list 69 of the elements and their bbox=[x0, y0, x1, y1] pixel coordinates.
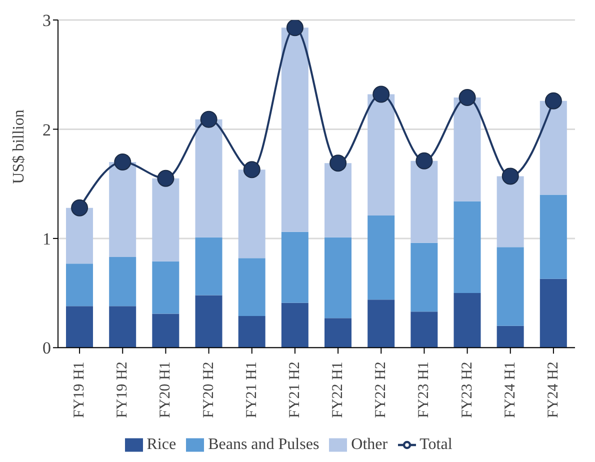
bar bbox=[152, 178, 180, 262]
bar bbox=[324, 237, 352, 318]
bar bbox=[66, 306, 93, 348]
bar bbox=[109, 306, 136, 348]
bar bbox=[66, 208, 93, 264]
bar bbox=[454, 98, 481, 202]
y-tick-label: 1 bbox=[42, 229, 51, 248]
legend-label: Beans and Pulses bbox=[208, 436, 320, 453]
bar bbox=[324, 163, 352, 238]
x-tick-label: FY22 H1 bbox=[330, 362, 346, 418]
x-tick-label: FY20 H2 bbox=[200, 362, 217, 418]
x-tick-label: FY19 H1 bbox=[72, 362, 88, 418]
bar bbox=[324, 318, 352, 348]
bar bbox=[540, 100, 567, 195]
legend-label: Other bbox=[351, 436, 388, 453]
bar bbox=[454, 293, 481, 348]
bar bbox=[238, 170, 266, 258]
y-tick-label: 0 bbox=[42, 338, 51, 358]
bar bbox=[496, 247, 524, 326]
bar bbox=[238, 316, 266, 348]
bar bbox=[281, 302, 308, 348]
x-tick-label: FY24 H1 bbox=[502, 362, 518, 418]
bar bbox=[496, 326, 524, 348]
point bbox=[330, 154, 347, 172]
bar bbox=[410, 312, 438, 348]
bar bbox=[496, 176, 524, 248]
bar bbox=[540, 194, 567, 279]
bar bbox=[410, 242, 438, 312]
legend-label: Total bbox=[420, 436, 452, 453]
point bbox=[157, 170, 174, 187]
bar bbox=[454, 201, 481, 294]
bar bbox=[195, 119, 222, 238]
bar bbox=[66, 264, 93, 306]
bar bbox=[195, 237, 222, 296]
bar bbox=[152, 261, 180, 314]
point bbox=[286, 20, 304, 36]
bar bbox=[238, 258, 266, 316]
point bbox=[71, 199, 88, 216]
x-tick-label: FY23 H2 bbox=[459, 362, 476, 418]
y-axis-title: US$ billion bbox=[10, 110, 28, 184]
bar bbox=[109, 162, 136, 258]
x-tick-label: FY20 H1 bbox=[158, 362, 174, 418]
bar bbox=[540, 278, 567, 348]
x-tick-label: FY24 H2 bbox=[545, 362, 562, 418]
bar bbox=[281, 232, 308, 303]
point bbox=[243, 161, 260, 178]
bar bbox=[281, 28, 308, 232]
point bbox=[544, 92, 562, 110]
point bbox=[114, 153, 132, 170]
bar bbox=[109, 257, 136, 306]
bar bbox=[368, 94, 395, 216]
bar bbox=[368, 216, 395, 300]
bar bbox=[368, 300, 395, 348]
x-tick-label: FY19 H2 bbox=[114, 362, 131, 418]
bar bbox=[410, 160, 438, 243]
bar bbox=[152, 314, 180, 348]
y-tick-label: 3 bbox=[42, 11, 51, 30]
x-tick-label: FY23 H1 bbox=[416, 362, 432, 418]
bar bbox=[195, 295, 222, 348]
legend-label: Rice bbox=[146, 436, 176, 453]
point bbox=[416, 152, 433, 170]
x-tick-label: FY21 H1 bbox=[244, 362, 260, 418]
point bbox=[502, 168, 519, 185]
x-tick-label: FY21 H2 bbox=[286, 362, 303, 418]
x-tick-label: FY22 H2 bbox=[373, 362, 390, 418]
y-tick-label: 2 bbox=[42, 120, 51, 140]
point bbox=[458, 89, 476, 106]
point bbox=[372, 86, 390, 103]
point bbox=[200, 110, 218, 128]
